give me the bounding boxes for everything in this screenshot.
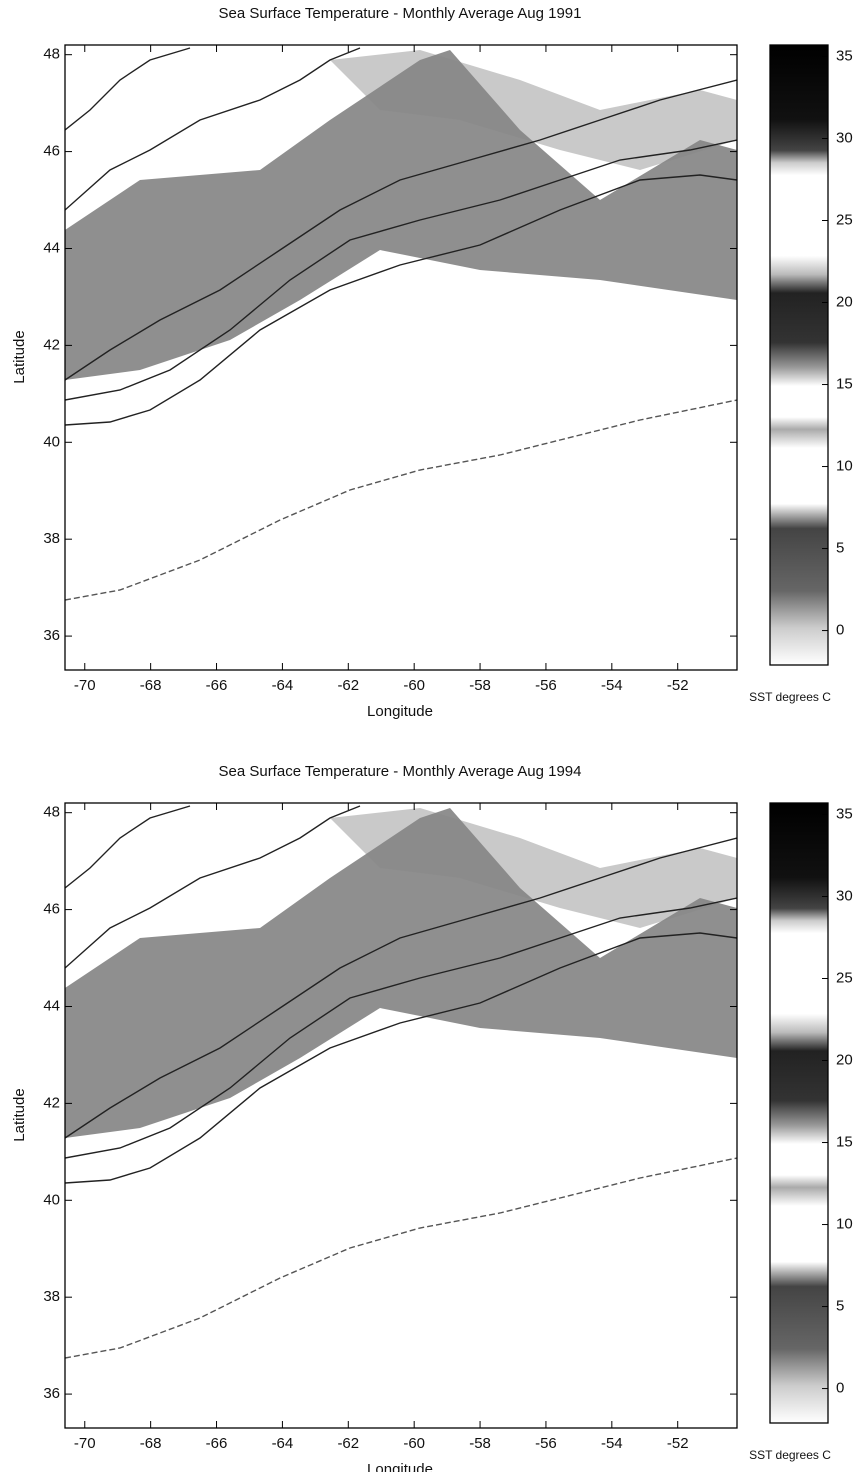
x-tick-label: -52 [667, 677, 689, 694]
colorbar-tick-label: 15 [836, 1133, 853, 1150]
x-tick-label: -58 [469, 677, 491, 694]
colorbar-tick-label: 35 [836, 47, 853, 64]
x-tick-label: -56 [535, 677, 557, 694]
x-tick-label: -54 [601, 1435, 623, 1452]
x-tick-label: -68 [140, 677, 162, 694]
colorbar-tick-label: 25 [836, 211, 853, 228]
colorbar-tick-label: 15 [836, 375, 853, 392]
colorbar-tick-label: 20 [836, 293, 853, 310]
x-axis-label: Longitude [367, 1461, 433, 1472]
x-tick-label: -66 [206, 677, 228, 694]
x-tick-label: -62 [337, 1435, 359, 1452]
y-axis-label: Latitude [11, 330, 28, 383]
colorbar-tick-label: 30 [836, 887, 853, 904]
panel: Sea Surface Temperature - Monthly Averag… [11, 5, 853, 720]
map-background [65, 48, 737, 600]
x-tick-label: -60 [403, 1435, 425, 1452]
x-tick-label: -66 [206, 1435, 228, 1452]
colorbar-tick-label: 10 [836, 1216, 853, 1233]
x-tick-label: -56 [535, 1435, 557, 1452]
y-tick-label: 38 [43, 1288, 60, 1305]
y-tick-label: 44 [43, 239, 60, 256]
colorbar-tick-label: 0 [836, 1380, 844, 1397]
colorbar [770, 803, 828, 1423]
x-tick-label: -62 [337, 677, 359, 694]
chart-title: Sea Surface Temperature - Monthly Averag… [218, 763, 581, 780]
colorbar-label: SST degrees C [749, 690, 831, 704]
figure: Sea Surface Temperature - Monthly Averag… [0, 0, 861, 1472]
y-tick-label: 46 [43, 901, 60, 918]
y-tick-label: 48 [43, 804, 60, 821]
x-tick-label: -54 [601, 677, 623, 694]
colorbar-tick-label: 20 [836, 1051, 853, 1068]
x-tick-label: -70 [74, 677, 96, 694]
x-tick-label: -64 [272, 677, 294, 694]
page: Sea Surface Temperature - Monthly Averag… [0, 0, 861, 1472]
panel: Sea Surface Temperature - Monthly Averag… [11, 763, 853, 1472]
y-tick-label: 42 [43, 1094, 60, 1111]
x-tick-label: -64 [272, 1435, 294, 1452]
colorbar-label: SST degrees C [749, 1448, 831, 1462]
y-axis-label: Latitude [11, 1088, 28, 1141]
x-tick-label: -70 [74, 1435, 96, 1452]
x-tick-label: -60 [403, 677, 425, 694]
colorbar-tick-label: 35 [836, 805, 853, 822]
map-background [65, 806, 737, 1358]
colorbar-tick-label: 0 [836, 622, 844, 639]
chart-title: Sea Surface Temperature - Monthly Averag… [218, 5, 581, 22]
y-tick-label: 40 [43, 433, 60, 450]
y-tick-label: 42 [43, 336, 60, 353]
colorbar-tick-label: 10 [836, 458, 853, 475]
colorbar-tick-label: 5 [836, 540, 844, 557]
y-tick-label: 46 [43, 143, 60, 160]
y-tick-label: 44 [43, 997, 60, 1014]
y-tick-label: 36 [43, 627, 60, 644]
colorbar [770, 45, 828, 665]
y-tick-label: 38 [43, 530, 60, 547]
colorbar-tick-label: 25 [836, 969, 853, 986]
x-tick-label: -58 [469, 1435, 491, 1452]
y-tick-label: 48 [43, 46, 60, 63]
y-tick-label: 40 [43, 1191, 60, 1208]
x-tick-label: -68 [140, 1435, 162, 1452]
y-tick-label: 36 [43, 1385, 60, 1402]
x-axis-label: Longitude [367, 703, 433, 720]
colorbar-tick-label: 30 [836, 129, 853, 146]
colorbar-tick-label: 5 [836, 1298, 844, 1315]
x-tick-label: -52 [667, 1435, 689, 1452]
